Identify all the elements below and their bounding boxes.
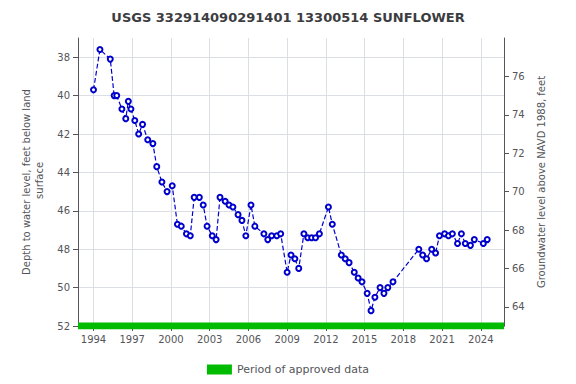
svg-text:66: 66: [512, 263, 525, 274]
svg-text:2024: 2024: [468, 334, 493, 345]
svg-text:2009: 2009: [274, 334, 299, 345]
svg-text:2006: 2006: [236, 334, 261, 345]
svg-text:Period of approved data: Period of approved data: [237, 363, 369, 376]
svg-text:76: 76: [512, 71, 525, 82]
svg-text:64: 64: [512, 301, 525, 312]
svg-text:Depth to water level, feet bel: Depth to water level, feet below land: [21, 89, 32, 275]
svg-text:46: 46: [57, 205, 70, 216]
svg-text:50: 50: [57, 282, 70, 293]
svg-text:70: 70: [512, 186, 525, 197]
svg-text:USGS 332914090291401 13300514: USGS 332914090291401 13300514 SUNFLOWER: [111, 10, 464, 25]
svg-text:1994: 1994: [81, 334, 106, 345]
svg-text:68: 68: [512, 225, 525, 236]
svg-text:40: 40: [57, 90, 70, 101]
svg-text:surface: surface: [34, 162, 45, 202]
svg-text:2012: 2012: [313, 334, 338, 345]
svg-text:74: 74: [512, 109, 525, 120]
svg-text:2000: 2000: [158, 334, 183, 345]
svg-text:2015: 2015: [352, 334, 377, 345]
svg-text:2021: 2021: [429, 334, 454, 345]
svg-text:72: 72: [512, 148, 525, 159]
svg-text:2018: 2018: [391, 334, 416, 345]
svg-text:44: 44: [57, 167, 70, 178]
svg-text:42: 42: [57, 129, 70, 140]
svg-text:52: 52: [57, 321, 70, 332]
svg-text:1997: 1997: [119, 334, 144, 345]
svg-text:48: 48: [57, 244, 70, 255]
svg-text:38: 38: [57, 52, 70, 63]
svg-text:Groundwater level above NAVD 1: Groundwater level above NAVD 1988, feet: [536, 76, 547, 288]
svg-text:2003: 2003: [197, 334, 222, 345]
